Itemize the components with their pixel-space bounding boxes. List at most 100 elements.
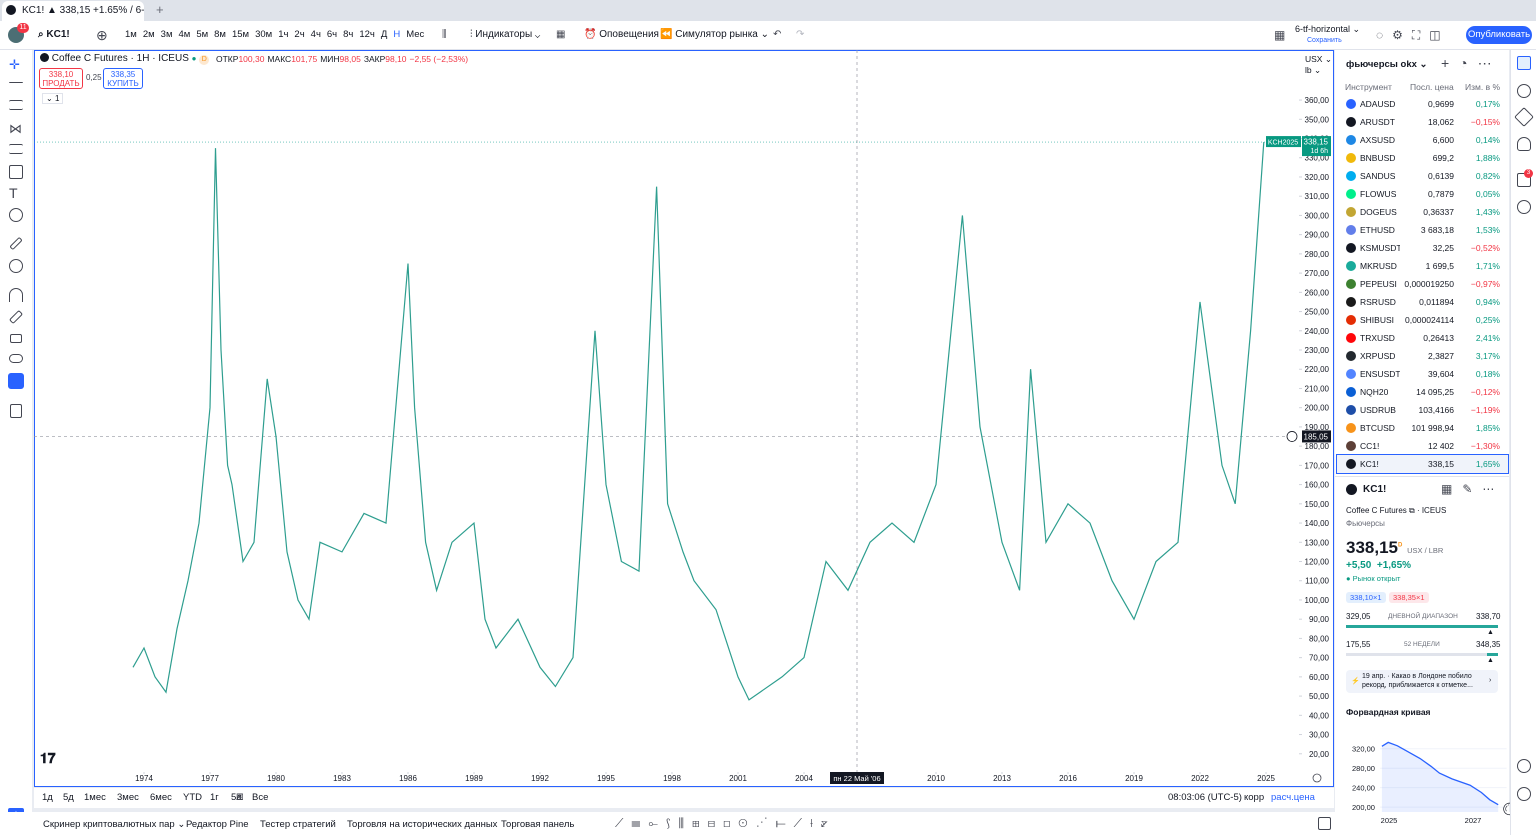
range-button[interactable]: 1мес [84,792,106,803]
settings-icon[interactable] [1517,787,1531,801]
panel-tab[interactable]: Редактор Pine [186,819,249,830]
bid[interactable]: 338,10×1 [1346,592,1386,603]
watchlist-row[interactable]: KC1! 338,15 1,65% [1336,454,1509,474]
interval[interactable]: 2ч [294,29,305,40]
interval[interactable]: Н [393,29,401,40]
sell-button[interactable]: 338,10 ПРОДАТЬ [39,68,83,89]
alerts-icon[interactable] [1517,84,1531,98]
watchlist-row[interactable]: AXSUSD 6,600 0,14% [1337,131,1508,149]
browser-tab[interactable]: KC1! ▲ 338,15 +1.65% / 6-tf [2,1,144,21]
watchlist-row[interactable]: KSMUSDT.F 32,25 −0,52% [1337,239,1508,257]
watchlist-row[interactable]: USDRUB 103,4166 −1,19% [1337,401,1508,419]
visibility-tool[interactable] [9,354,23,363]
panel-tab[interactable]: Торговля на исторических данных [347,819,498,830]
buy-button[interactable]: 338,35 КУПИТЬ [103,68,143,89]
text-tool[interactable]: T [9,185,18,201]
shape-tool[interactable] [9,165,23,179]
templates[interactable]: ▦ [556,29,566,40]
watchlist-row[interactable]: ETHUSD 3 683,18 1,53% [1337,221,1508,239]
lock-tool[interactable] [10,334,22,343]
interval[interactable]: 1ч [278,29,289,40]
pencil-tool[interactable] [8,309,24,325]
details-actions[interactable]: ▦✎⋯ [1441,482,1505,496]
col-instrument[interactable]: Инструмент [1345,82,1392,92]
alerts[interactable]: ⏰ Оповещения [584,29,659,40]
collapse-legend[interactable]: ⌄ 1 [42,93,64,104]
interval[interactable]: 3м [160,29,173,40]
new-tab[interactable]: + [156,2,164,17]
interval[interactable]: 30м [255,29,273,40]
maximize-panel[interactable] [1318,817,1331,830]
replay[interactable]: ⏪ Симулятор рынка ⌄ [660,29,770,40]
zoom-tool[interactable] [9,259,23,273]
magnet-tool[interactable] [9,288,23,302]
trend-line-tool[interactable] [9,82,23,84]
cursor-tool[interactable]: ✛ [9,57,20,72]
interval[interactable]: 15м [231,29,250,40]
utility-icons[interactable]: ◌⚙⛶◫ [1376,28,1450,42]
panel-tab[interactable]: Тестер стратегий [260,819,336,830]
watchlist-row[interactable]: CC1! 12 402 −1,30% [1337,437,1508,455]
compare[interactable]: ⊕ [96,27,108,43]
delete-tool[interactable] [10,404,22,418]
range-button[interactable]: YTD [183,792,202,803]
range-button[interactable]: 1г [210,792,219,803]
range-button[interactable]: 3мес [117,792,139,803]
watchlist-row[interactable]: PEPEUSI 0,000019250 −0,97% [1337,275,1508,293]
ideas-icon[interactable] [1517,137,1531,151]
watchlist-row[interactable]: FLOWUS 0,7879 0,05% [1337,185,1508,203]
watchlist-row[interactable]: ENSUSDT.F 39,604 0,18% [1337,365,1508,383]
range-button[interactable]: 5д [63,792,74,803]
hotlist-icon[interactable] [1517,200,1531,214]
interval[interactable]: 12ч [359,29,375,40]
range-button[interactable]: 6мес [150,792,172,803]
range-button[interactable]: 5л [231,792,242,803]
watchlist-row[interactable]: TRXUSD 0,26413 2,41% [1337,329,1508,347]
interval[interactable]: 6ч [326,29,338,40]
forecast-tool[interactable] [9,144,23,154]
adj-toggle[interactable]: корр [1244,792,1265,803]
layout-grid[interactable]: ▦ [1274,28,1286,42]
symbol-search[interactable]: ⌕ KC1! [38,29,70,40]
drawing-favorites[interactable]: ⟋☰⟜⟆⫼⊞⊟◻⊙⋰⟝⟋⟊⦫ [615,816,836,830]
watchlist-row[interactable]: DOGEUS 0,36337 1,43% [1337,203,1508,221]
watchlist-actions[interactable]: +◔⋯ [1441,55,1502,71]
interval[interactable]: 4м [178,29,191,40]
redo[interactable]: ↷ [796,29,805,40]
watchlist-row[interactable]: ADAUSD 0,9699 0,17% [1337,95,1508,113]
watchlist-row[interactable]: MKRUSD 1 699,5 1,71% [1337,257,1508,275]
watchlist-row[interactable]: BNBUSD 699,2 1,88% [1337,149,1508,167]
goto-date[interactable]: ⧆ [236,789,244,803]
range-button[interactable]: 1д [42,792,53,803]
watchlist-row[interactable]: SHIBUSI 0,000024114 0,25% [1337,311,1508,329]
watchlist-icon[interactable] [1517,56,1531,70]
interval[interactable]: Мес [406,29,425,40]
interval[interactable]: 2м [142,29,155,40]
panel-tab[interactable]: Скринер криптовалютных пар ⌄ [43,819,186,830]
publish-button[interactable]: Опубликовать [1466,26,1532,44]
hide-tool[interactable] [8,373,24,389]
range-button[interactable]: Все [252,792,269,803]
watchlist-row[interactable]: ARUSDT 18,062 −0,15% [1337,113,1508,131]
watchlist-name[interactable]: фьючерсы okx ⌄ [1346,59,1428,70]
news-item[interactable]: ⚡ 19 апр. · Какао в Лондоне побило рекор… [1346,670,1498,693]
layers-icon[interactable] [1514,107,1534,127]
settlement-toggle[interactable]: расч.цена [1271,792,1315,803]
interval[interactable]: 5м [196,29,209,40]
interval[interactable]: 8ч [343,29,354,40]
undo[interactable]: ↶ [773,29,782,40]
pattern-tool[interactable]: ⋈ [9,121,22,136]
interval[interactable]: 8м [214,29,226,40]
indicators[interactable]: ⫶ Индикаторы ⌄ [470,29,541,40]
emoji-tool[interactable] [9,208,23,222]
panel-tab[interactable]: Торговая панель [501,819,575,830]
ruler-tool[interactable] [9,236,23,251]
chart-type[interactable]: ⫼ [442,29,447,40]
watchlist-row[interactable]: BTCUSD 101 998,94 1,85% [1337,419,1508,437]
col-last[interactable]: Посл. цена [1410,82,1454,92]
col-change[interactable]: Изм. в % [1465,82,1501,92]
layout-name[interactable]: 6-tf-horizontal ⌄ Сохранить [1295,24,1361,44]
watchlist-row[interactable]: NQH20 14 095,25 −0,12% [1337,383,1508,401]
ask[interactable]: 338,35×1 [1389,592,1429,603]
watchlist-row[interactable]: SANDUS 0,6139 0,82% [1337,167,1508,185]
